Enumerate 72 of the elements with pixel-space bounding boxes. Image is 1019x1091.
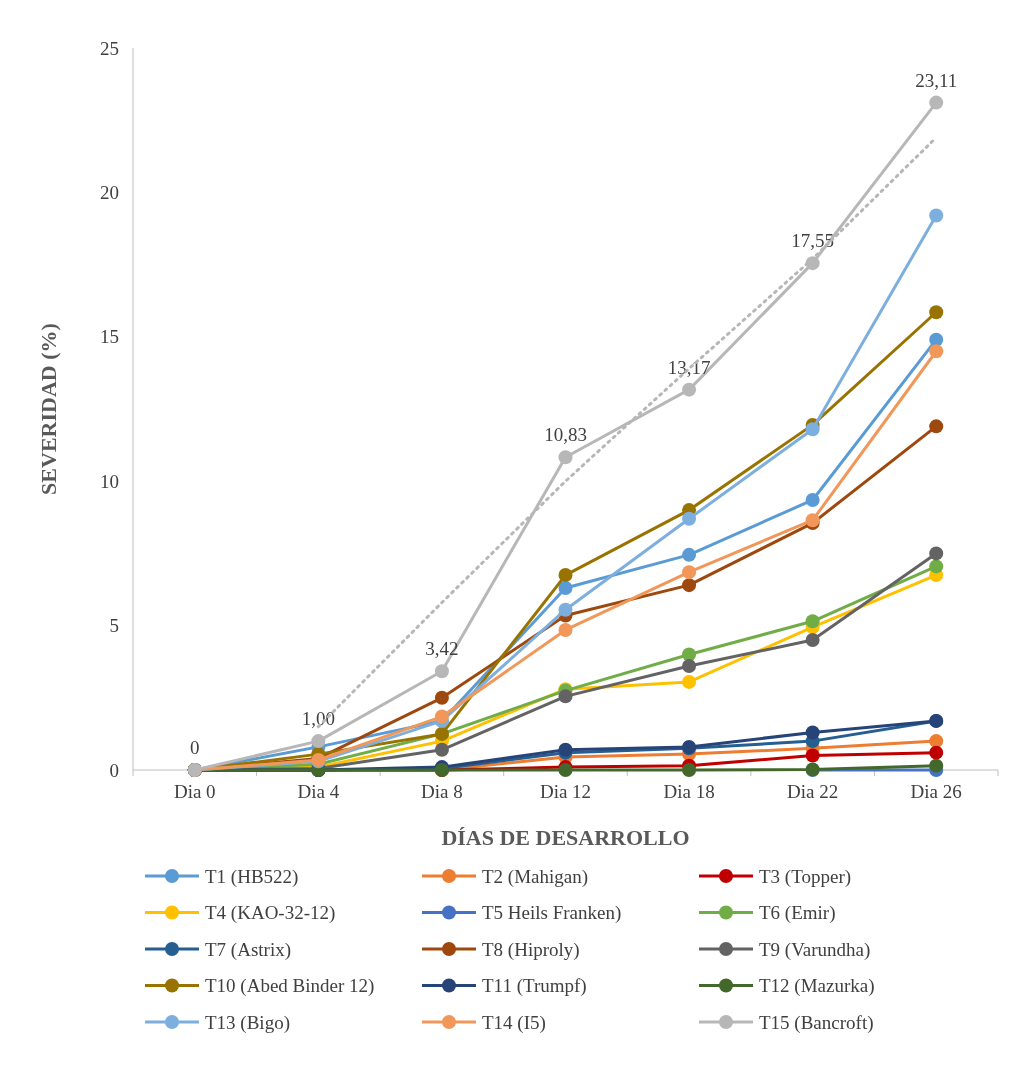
x-tick-label: Dia 0 [173, 781, 216, 802]
legend-label: T13 (Bigo) [205, 1011, 290, 1034]
point [682, 647, 697, 662]
data-label: 0 [190, 737, 200, 758]
y-tick-label: 0 [109, 759, 119, 781]
legend-label: T3 (Topper) [759, 865, 852, 888]
point [558, 450, 573, 465]
x-tick-label: Dia 22 [787, 781, 839, 802]
data-label: 23,11 [915, 69, 958, 91]
x-tick-label: Dia 4 [297, 781, 340, 802]
point [805, 492, 820, 507]
point [558, 689, 573, 704]
x-tick-label: Dia 18 [663, 781, 715, 802]
data-label: 13,17 [667, 356, 711, 378]
legend-label: T2 (Mahigan) [482, 865, 589, 888]
point [434, 709, 449, 724]
point [805, 614, 820, 629]
legend-label: T15 (Bancroft) [759, 1011, 874, 1034]
legend-label: T7 (Astrix) [205, 938, 292, 961]
data-label: 17,55 [791, 230, 835, 252]
y-tick-label: 20 [100, 182, 119, 204]
point [682, 578, 697, 593]
data-label: 10,83 [544, 424, 587, 446]
point [929, 745, 944, 760]
point [558, 581, 573, 596]
point [805, 633, 820, 648]
x-axis-title: DÍAS DE DESARROLLO [441, 825, 690, 850]
point [805, 748, 820, 763]
point [558, 568, 573, 583]
point [434, 742, 449, 757]
point [929, 208, 944, 223]
legend-label: T4 (KAO-32-12) [205, 902, 336, 925]
legend-label: T1 (HB522) [205, 865, 299, 888]
point [434, 690, 449, 705]
x-tick-label: Dia 26 [910, 781, 962, 802]
point [682, 547, 697, 562]
point [929, 305, 944, 320]
point [929, 546, 944, 561]
point [929, 734, 944, 749]
point [682, 511, 697, 526]
legend-label: T14 (I5) [482, 1011, 546, 1034]
legend-label: T10 (Abed Binder 12) [205, 975, 375, 998]
point [805, 422, 820, 437]
x-tick-label: Dia 12 [539, 781, 592, 802]
legend-label: T9 (Varundha) [759, 938, 871, 961]
legend-label: T8 (Hiproly) [482, 938, 580, 961]
point [682, 659, 697, 674]
y-axis-title: SEVERIDAD (%) [36, 323, 61, 495]
point [929, 419, 944, 434]
legend-label: T11 (Trumpf) [482, 975, 587, 998]
point [805, 725, 820, 740]
point [929, 758, 944, 773]
point [929, 559, 944, 574]
y-tick-label: 10 [100, 470, 119, 492]
point [682, 674, 697, 689]
data-label: 3,42 [425, 638, 459, 660]
legend-label: T6 (Emir) [759, 902, 836, 925]
point [929, 95, 944, 110]
point [558, 602, 573, 617]
y-tick-label: 15 [100, 326, 119, 348]
y-tick-label: 5 [109, 615, 119, 637]
point [434, 664, 449, 679]
point [682, 763, 697, 777]
x-tick-label: Dia 8 [421, 781, 463, 802]
point [682, 382, 697, 397]
point [929, 344, 944, 359]
legend-label: T5 Heils Franken) [482, 902, 622, 925]
point [311, 734, 326, 749]
legend-label: T12 (Mazurka) [759, 975, 875, 998]
point [682, 565, 697, 580]
point [558, 622, 573, 637]
y-tick-label: 25 [100, 37, 119, 59]
